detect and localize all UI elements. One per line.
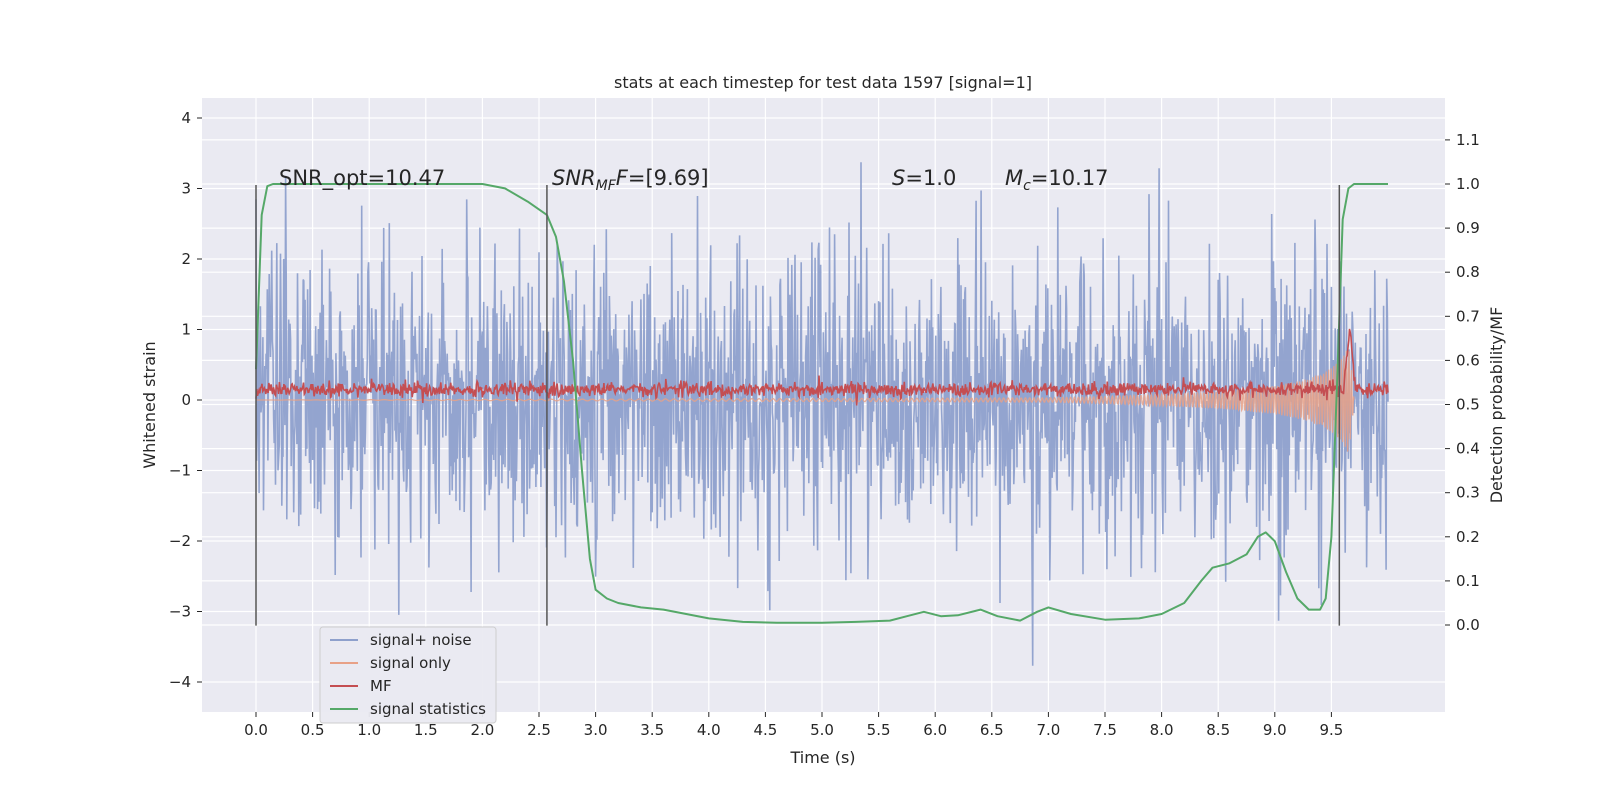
y-axis-left-label: Whitened strain (140, 341, 159, 468)
x-tick-label: 1.0 (357, 721, 381, 739)
legend-label-signal-plus-noise: signal+ noise (370, 631, 472, 649)
x-tick-label: 9.0 (1263, 721, 1287, 739)
y-left-tick-label: 4 (181, 109, 191, 127)
y-right-tick-label: 0.2 (1456, 528, 1480, 546)
annotation-snr-mf-rest: =[9.69] (628, 166, 709, 190)
x-tick-label: 5.0 (810, 721, 834, 739)
annotation-mc-main: M (1005, 166, 1023, 190)
x-tick-label: 7.0 (1036, 721, 1060, 739)
x-tick-label: 9.5 (1319, 721, 1343, 739)
annotation-mc-rest: =10.17 (1031, 166, 1109, 190)
x-tick-label: 6.5 (980, 721, 1004, 739)
x-tick-label: 7.5 (1093, 721, 1117, 739)
x-tick-label: 8.5 (1206, 721, 1230, 739)
y-right-tick-label: 0.3 (1456, 484, 1480, 502)
x-tick-label: 5.5 (867, 721, 891, 739)
y-right-tick-label: 0.7 (1456, 307, 1480, 325)
x-tick-label: 4.5 (753, 721, 777, 739)
annotation-s-main: S (892, 166, 905, 190)
annotation-snr-mf-main: SNR (552, 166, 596, 190)
ticks: 0.0 0.5 1.0 1.5 2.0 2.5 3.0 3.5 4.0 4.5 5.0 5.5 6.0 6… (169, 109, 1480, 739)
y-right-tick-label: 0.8 (1456, 263, 1480, 281)
series-signal-statistics (255, 183, 1388, 624)
legend-label-signal-only: signal only (370, 654, 451, 672)
y-axis-right-label: Detection probability/MF (1487, 307, 1506, 504)
series-signal-only (256, 350, 1355, 452)
y-right-tick-label: 0.5 (1456, 396, 1480, 414)
legend-box (319, 626, 497, 724)
y-left-tick-label: 1 (181, 321, 191, 339)
annotation-s-rest: =1.0 (905, 166, 956, 190)
y-left-tick-label: −4 (169, 673, 191, 691)
legend-label-mf: MF (370, 677, 392, 695)
annotation-mc: Mc=10.17 (1005, 166, 1109, 194)
y-left-tick-label: 2 (181, 250, 191, 268)
chart-title: stats at each timestep for test data 159… (614, 73, 1032, 92)
x-tick-label: 0.5 (301, 721, 325, 739)
y-right-tick-label: 0.4 (1456, 440, 1480, 458)
series-signal-plus-noise (255, 162, 1389, 666)
line-signal-statistics (255, 183, 1388, 624)
series-mf (255, 328, 1389, 406)
y-right-tick-label: 0.1 (1456, 572, 1480, 590)
line-mf (255, 328, 1389, 406)
x-tick-label: 6.0 (923, 721, 947, 739)
annotation-snr-opt: SNR_opt=10.47 (279, 166, 445, 191)
x-tick-label: 1.5 (414, 721, 438, 739)
x-tick-label: 2.5 (527, 721, 551, 739)
annotation-snr-mf-sub: MF (596, 178, 617, 194)
y-right-tick-label: 0.0 (1456, 616, 1480, 634)
legend: signal+ noise signal only MF signal stat… (319, 626, 497, 724)
line-signal-only (256, 350, 1355, 452)
y-left-tick-label: 0 (181, 391, 191, 409)
x-tick-label: 4.0 (697, 721, 721, 739)
legend-label-signal-statistics: signal statistics (370, 700, 486, 718)
y-right-tick-label: 1.1 (1456, 131, 1480, 149)
annotation-mc-sub: c (1023, 178, 1031, 194)
x-tick-label: 3.0 (584, 721, 608, 739)
y-left-tick-label: −3 (169, 603, 191, 621)
line-signal-plus-noise (255, 162, 1389, 666)
x-axis-label: Time (s) (789, 748, 855, 767)
annotation-snr-mf: SNRMFF=[9.69] (552, 166, 709, 194)
y-right-tick-label: 0.9 (1456, 219, 1480, 237)
y-left-tick-label: 3 (181, 180, 191, 198)
annotation-snr-mf-f: F (616, 166, 629, 190)
y-right-tick-label: 0.6 (1456, 351, 1480, 369)
vertical-markers (255, 184, 1341, 626)
x-tick-label: 2.0 (470, 721, 494, 739)
annotation-s: S=1.0 (892, 166, 956, 190)
x-tick-label: 3.5 (640, 721, 664, 739)
x-tick-label: 8.0 (1150, 721, 1174, 739)
y-left-tick-label: −2 (169, 532, 191, 550)
x-tick-label: 0.0 (244, 721, 268, 739)
y-right-tick-label: 1.0 (1456, 175, 1480, 193)
y-left-tick-label: −1 (169, 462, 191, 480)
